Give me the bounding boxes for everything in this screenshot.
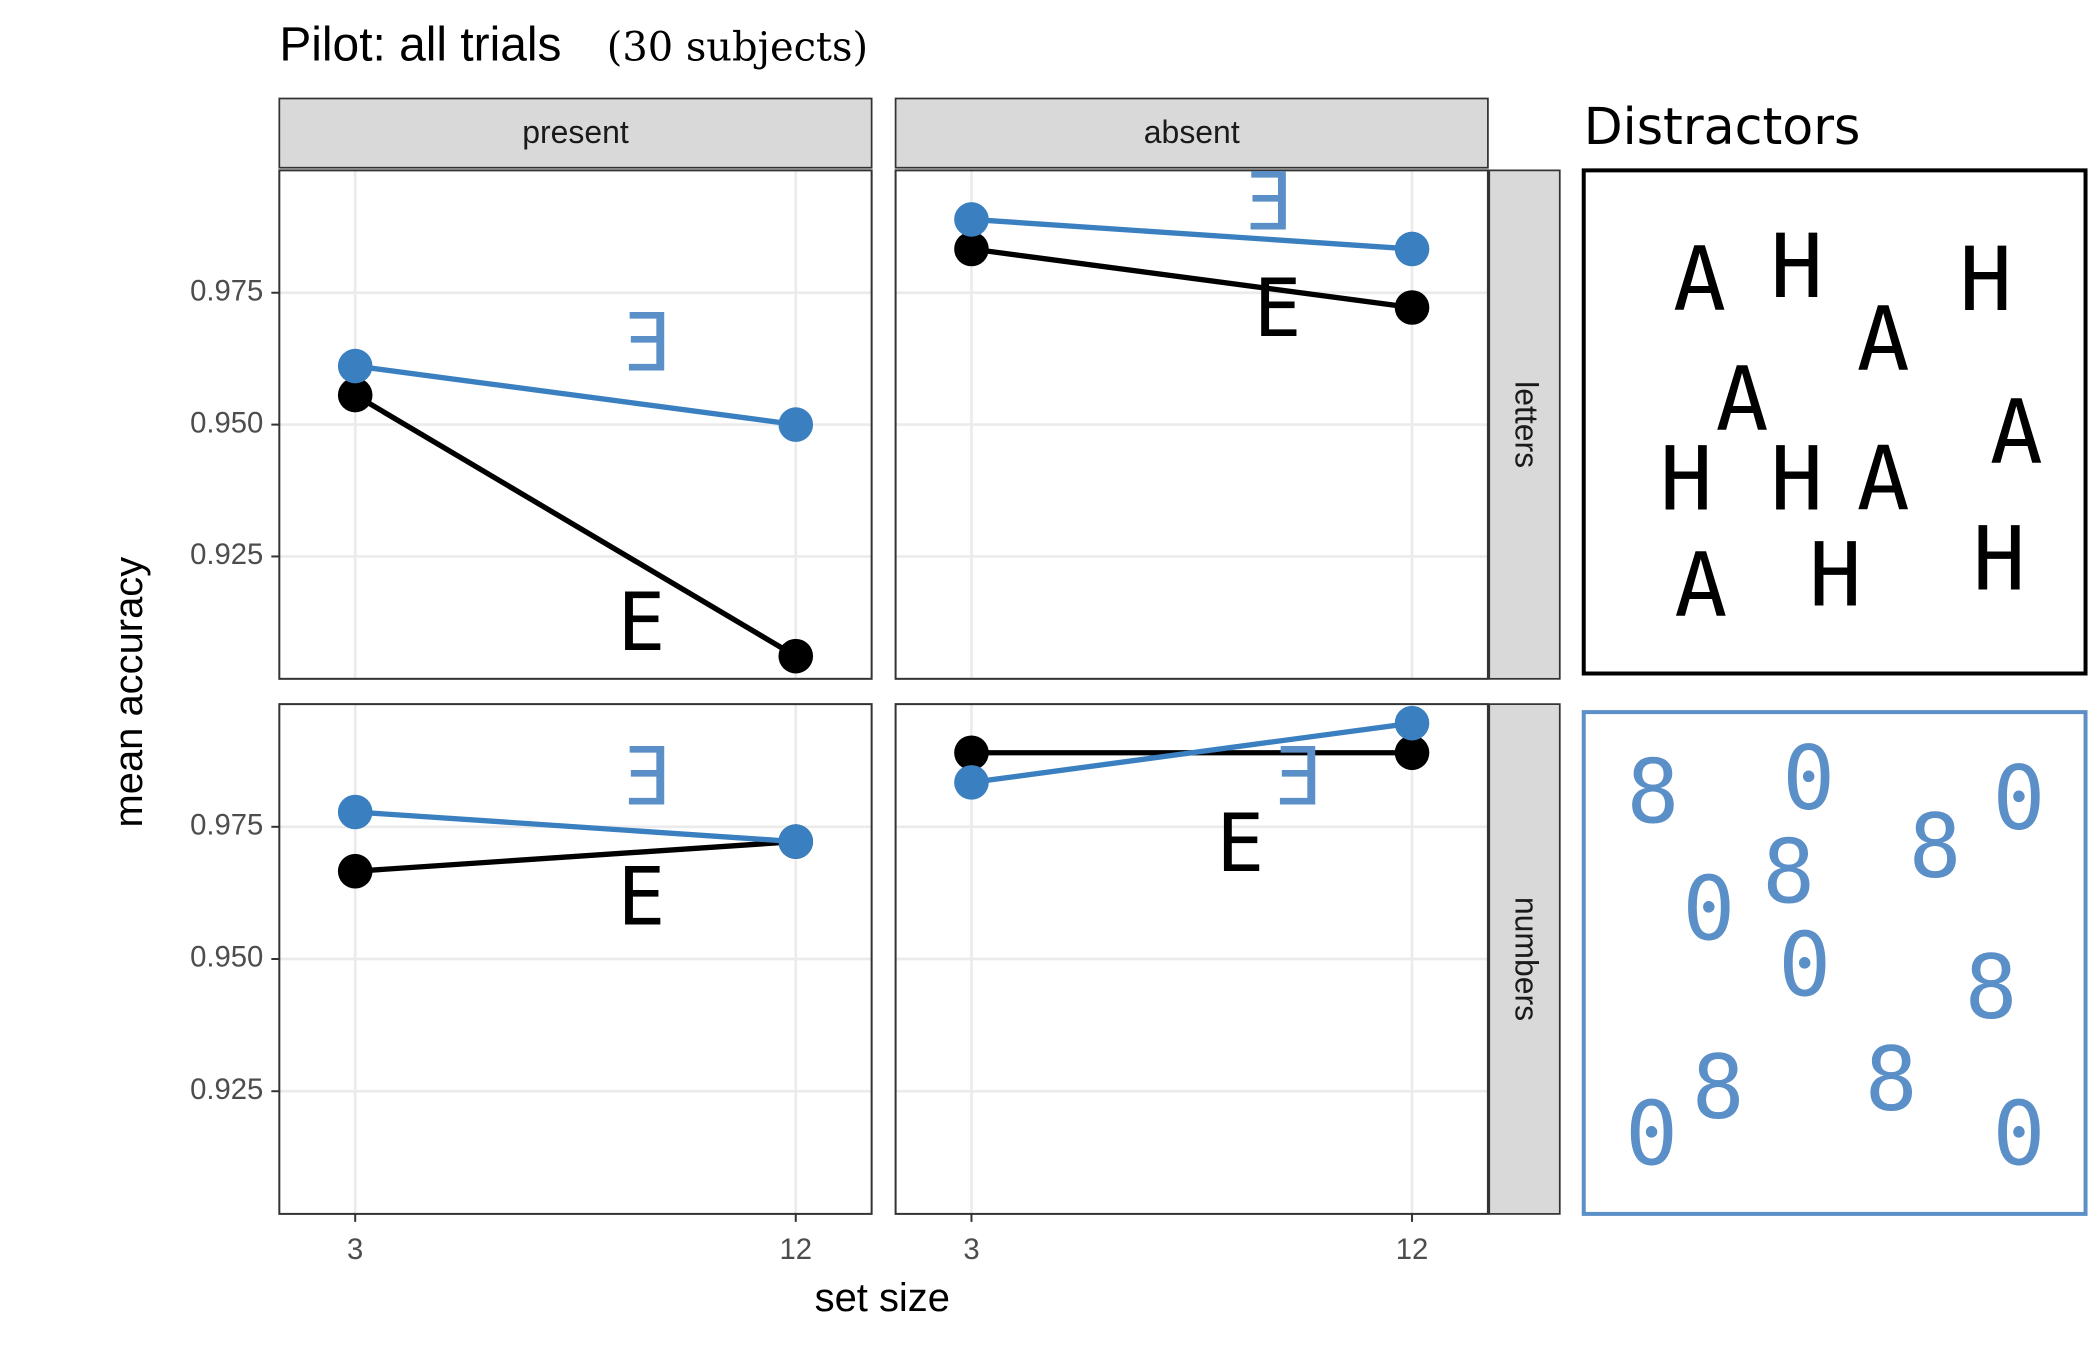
series-line [354,363,797,428]
chart-title: Pilot: all trials [279,19,561,72]
distractor-box [1581,168,2088,676]
point [1394,735,1430,771]
distractor: 8 [1965,936,2018,1039]
distractor: A [1673,228,1726,331]
distractor: 0 [1993,747,2046,850]
distractor: 8 [1865,1028,1918,1131]
series-line [971,216,1413,252]
series-label: Ǝ [621,731,669,824]
distractor: A [1674,534,1727,637]
distractor: H [1959,228,2012,331]
distractor: A [1716,348,1769,451]
series-label: E [1216,797,1264,890]
strip [1488,703,1561,1215]
series-line [353,392,798,659]
series-line [971,246,1413,311]
distractor: 0 [1993,1083,2046,1186]
strip [278,97,873,169]
point [337,794,373,830]
distractor: H [1770,215,1823,318]
series-line [355,809,796,845]
y-tick-label: 0.950 [190,941,263,974]
strip-label: letters [1508,381,1544,468]
x-tick-label: 3 [963,1233,979,1266]
distractor: A [1990,381,2043,484]
series-label: E [617,850,665,943]
distractor: 0 [1782,727,1835,830]
y-tick-label: 0.925 [190,1073,263,1106]
strip [894,97,1489,169]
point [954,231,989,267]
distractor: 8 [1762,820,1815,923]
point [954,735,989,771]
point [1394,290,1430,325]
panel-border [894,169,1489,680]
distractor: 0 [1625,1083,1678,1186]
point [778,824,814,859]
distractor: 0 [1682,858,1735,961]
y-tick-label: 0.975 [190,274,263,307]
distractor: H [1660,428,1713,531]
point [1394,705,1430,741]
distractor: 8 [1909,795,1962,898]
strip-label: present [522,114,629,150]
x-tick-label: 12 [1396,1233,1429,1266]
point [337,377,373,413]
distractor: 8 [1627,741,1680,844]
y-tick-label: 0.950 [190,406,263,439]
distractor-box [1581,710,2088,1216]
point [778,407,814,442]
series-label: Ǝ [621,297,669,390]
series-label: Ǝ [1272,731,1320,824]
series-label: E [617,576,665,669]
point [337,348,373,384]
y-tick-label: 0.975 [190,809,263,842]
point [1394,231,1430,267]
distractor: H [1973,508,2026,611]
point [954,202,989,237]
distractor: H [1809,524,1862,627]
point [954,765,989,800]
distractor: 0 [1778,914,1831,1017]
y-tick-label: 0.925 [190,538,263,571]
x-tick-label: 3 [347,1233,363,1266]
chart-subtitle: (30 subjects) [607,25,868,71]
distractors-title: Distractors [1584,97,1861,156]
strip-label: absent [1144,114,1240,150]
distractor: 8 [1692,1036,1745,1139]
point [337,853,373,889]
series-line [355,838,796,874]
distractor: A [1857,288,1910,391]
series-label: E [1254,262,1302,355]
series-label: Ǝ [1243,156,1291,249]
panel-border [894,703,1489,1215]
x-axis-title: set size [815,1276,950,1320]
x-tick-label: 12 [779,1233,812,1266]
y-axis-title: mean accuracy [107,557,151,828]
point [778,638,814,674]
series-line [971,720,1413,786]
strip-label: numbers [1508,897,1544,1021]
strip [1488,169,1561,680]
distractor: H [1770,428,1823,531]
distractor: A [1857,428,1910,531]
